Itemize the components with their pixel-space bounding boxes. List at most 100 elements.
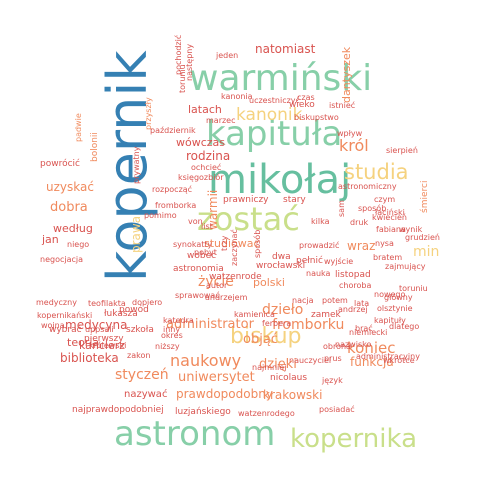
cloud-word: administrator (166, 317, 254, 332)
cloud-word: biblioteka (60, 351, 119, 365)
cloud-word: życie (198, 274, 234, 290)
cloud-word: wobec (187, 251, 217, 261)
cloud-word: koniec (347, 339, 396, 357)
cloud-word: październik (150, 126, 196, 135)
cloud-word: nazywać (124, 389, 168, 400)
cloud-word: biskupstwo (294, 113, 339, 122)
cloud-word: negocjacja (40, 255, 84, 264)
cloud-word: wrocławski (256, 261, 306, 271)
cloud-word: dwa (272, 252, 291, 262)
cloud-word: dantyszek (340, 46, 353, 103)
cloud-word: czym (374, 195, 396, 204)
cloud-word: wieko (289, 100, 315, 110)
cloud-word: astronomia (173, 264, 224, 274)
cloud-word: prus (324, 354, 342, 363)
cloud-word: zostać (197, 200, 300, 238)
cloud-word: następny (185, 43, 194, 81)
cloud-word: kanonik (236, 105, 303, 125)
cloud-word: nowego (374, 290, 406, 299)
cloud-word: niemiecki (349, 328, 388, 337)
cloud-word: wynik (399, 225, 423, 234)
cloud-word: trzy (220, 235, 229, 251)
cloud-word: niego (67, 240, 90, 249)
cloud-word: kanclerz (79, 339, 126, 352)
cloud-word: dlatego (389, 322, 420, 331)
cloud-word: ochcieć (191, 163, 222, 172)
cloud-word: kopernika (290, 424, 418, 454)
cloud-word: watzenrodego (238, 409, 295, 418)
cloud-word: pierwszy (84, 334, 124, 344)
cloud-word: latach (188, 103, 222, 116)
cloud-word: zajmujący (385, 262, 426, 271)
cloud-word: min (413, 244, 440, 260)
cloud-word: jeden (216, 51, 239, 60)
cloud-word: czas (297, 93, 315, 102)
cloud-word: łaciński (375, 208, 405, 217)
cloud-word: królewski (89, 341, 127, 350)
cloud-word: dopiero (132, 298, 163, 307)
cloud-word: andrzejem (205, 293, 248, 302)
cloud-word: główny (384, 293, 413, 302)
cloud-word: wówczas (176, 136, 226, 149)
cloud-word: wyjście (324, 257, 354, 266)
cloud-word: zamek (311, 310, 341, 320)
cloud-word: marzec (206, 116, 236, 125)
cloud-word: von (188, 217, 203, 226)
cloud-word: uczestniczyć (249, 96, 300, 105)
cloud-word: uppsali (85, 325, 114, 334)
cloud-word: bratem (373, 253, 403, 262)
cloud-word: powrócić (40, 159, 80, 169)
cloud-word: rozpocząć (152, 185, 193, 194)
cloud-word: naukowy (170, 351, 242, 370)
cloud-word: dzięki (259, 357, 297, 372)
cloud-word: teofilakta (88, 299, 126, 308)
cloud-word: teoria (67, 336, 100, 349)
cloud-word: najmniej (252, 363, 287, 372)
cloud-word: choroba (339, 281, 372, 290)
cloud-word: posiadać (319, 405, 355, 414)
cloud-word: autor (206, 281, 228, 290)
cloud-word: nacja (292, 296, 314, 305)
cloud-word: kapituła (206, 114, 343, 154)
cloud-word: styczeń (115, 367, 169, 383)
cloud-word: astronomiczny (338, 182, 397, 191)
cloud-word: okres (161, 331, 183, 340)
cloud-word: kamienica (234, 310, 275, 319)
cloud-word: ferbera (262, 319, 292, 328)
cloud-word: funkcja (350, 355, 394, 369)
cloud-word: polski (253, 276, 285, 289)
cloud-word: wybrać (49, 325, 82, 335)
cloud-word: kwiecień (372, 213, 407, 222)
cloud-word: medyczny (36, 298, 77, 307)
cloud-word: najprawdopodobniej (72, 405, 164, 415)
cloud-word: listopad (335, 270, 371, 280)
cloud-word: luzjańskiego (175, 407, 231, 417)
cloud-word: dzieło (262, 302, 304, 318)
cloud-word: księgozbiór (178, 173, 224, 182)
cloud-word: toruniu (399, 284, 428, 293)
cloud-word: astronom (114, 414, 276, 454)
cloud-word: kopernik (96, 50, 159, 282)
cloud-word: wojna (41, 321, 65, 330)
cloud-word: kopernikański (37, 311, 93, 320)
cloud-word: studia (344, 160, 409, 184)
cloud-word: prywatny (132, 146, 141, 185)
cloud-word: pomimo (144, 211, 177, 220)
cloud-word: nauka (306, 269, 331, 278)
cloud-word: zakon (127, 351, 151, 360)
cloud-word: nicolaus (270, 373, 308, 383)
cloud-word: padwie (74, 113, 83, 142)
cloud-word: krakowski (263, 388, 323, 402)
cloud-word: sam (337, 200, 346, 217)
cloud-word: kilka (311, 217, 330, 226)
cloud-word: synokatty (173, 240, 213, 249)
cloud-word: powód (119, 305, 149, 315)
cloud-word: łukasza (104, 309, 138, 319)
cloud-word: jan (42, 233, 59, 246)
cloud-word: natomiast (255, 42, 316, 56)
cloud-word: olsztynie (377, 304, 413, 313)
cloud-word: sierpień (386, 146, 418, 155)
cloud-word: język (322, 376, 343, 385)
cloud-word: nazwisko (335, 340, 372, 349)
cloud-word: istnieć (329, 101, 356, 110)
